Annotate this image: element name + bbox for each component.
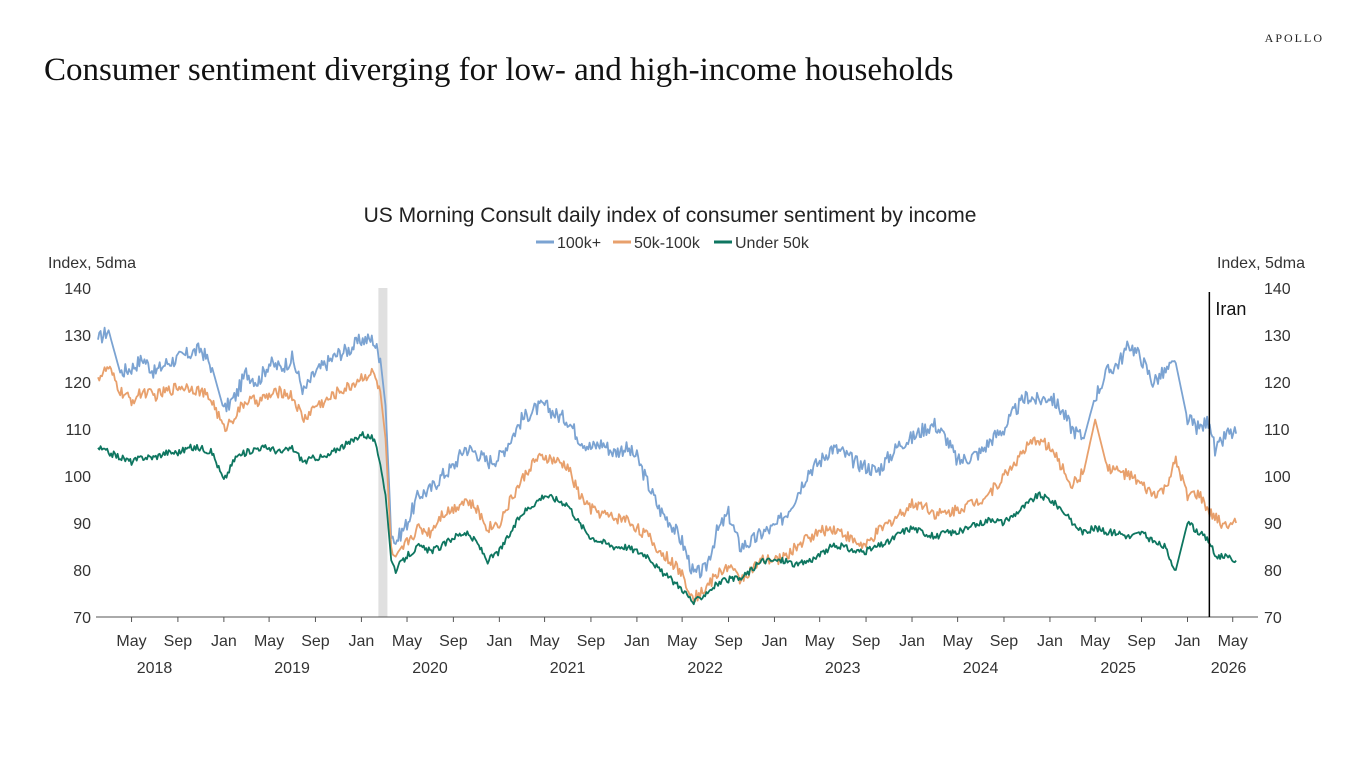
series-line-100k- bbox=[97, 326, 1237, 579]
x-tick-label-1: Sep bbox=[164, 633, 193, 650]
legend-label-100k: 100k+ bbox=[557, 235, 601, 252]
x-year-label-2018: 2018 bbox=[137, 660, 173, 677]
page-title: Consumer sentiment diverging for low- an… bbox=[44, 52, 954, 88]
y-axis-label-right: Index, 5dma bbox=[1217, 255, 1305, 272]
y-tick-left-140: 140 bbox=[64, 281, 91, 298]
shaded-period-0 bbox=[378, 288, 388, 617]
y-tick-left-80: 80 bbox=[73, 563, 91, 580]
x-tick-label-7: Sep bbox=[439, 633, 468, 650]
y-tick-left-130: 130 bbox=[64, 328, 91, 345]
y-axis-label-left: Index, 5dma bbox=[48, 255, 136, 272]
x-tick-label-12: May bbox=[667, 633, 697, 650]
x-tick-label-24: May bbox=[1218, 633, 1248, 650]
brand-logo: APOLLO bbox=[1264, 31, 1324, 45]
x-tick-label-20: Jan bbox=[1037, 633, 1063, 650]
x-tick-label-8: Jan bbox=[486, 633, 512, 650]
x-tick-label-13: Sep bbox=[714, 633, 743, 650]
series-line-50k-100k bbox=[97, 365, 1237, 603]
y-tick-left-120: 120 bbox=[64, 375, 91, 392]
legend-item-50k-100k: 50k-100k bbox=[613, 235, 701, 252]
x-tick-label-5: Jan bbox=[349, 633, 375, 650]
x-tick-label-15: May bbox=[805, 633, 835, 650]
legend-item-under-50k: Under 50k bbox=[714, 235, 810, 252]
x-year-label-2019: 2019 bbox=[274, 660, 310, 677]
x-tick-label-22: Sep bbox=[1127, 633, 1156, 650]
x-tick-label-21: May bbox=[1080, 633, 1110, 650]
y-tick-right-140: 140 bbox=[1264, 281, 1291, 298]
x-tick-label-11: Jan bbox=[624, 633, 650, 650]
y-tick-left-110: 110 bbox=[65, 422, 91, 439]
x-tick-label-2: Jan bbox=[211, 633, 237, 650]
x-tick-label-23: Jan bbox=[1175, 633, 1201, 650]
y-axis-left: 70 80 90 100 110 120 130 140 bbox=[64, 281, 91, 627]
x-tick-label-10: Sep bbox=[577, 633, 606, 650]
y-tick-right-100: 100 bbox=[1264, 469, 1291, 486]
y-tick-left-90: 90 bbox=[73, 516, 91, 533]
x-tick-label-17: Jan bbox=[899, 633, 925, 650]
y-tick-right-120: 120 bbox=[1264, 375, 1291, 392]
x-tick-label-18: May bbox=[942, 633, 972, 650]
legend-label-under-50k: Under 50k bbox=[735, 235, 810, 252]
x-year-label-2022: 2022 bbox=[687, 660, 723, 677]
x-tick-label-14: Jan bbox=[762, 633, 788, 650]
x-axis: May Sep Jan May Sep Jan May Sep Jan May Sep Jan May S… bbox=[116, 617, 1248, 677]
series-layer bbox=[97, 326, 1237, 606]
y-tick-right-90: 90 bbox=[1264, 516, 1282, 533]
legend: 100k+ 50k-100k Under 50k bbox=[536, 235, 810, 252]
x-year-label-2020: 2020 bbox=[412, 660, 448, 677]
chart-title: US Morning Consult daily index of consum… bbox=[364, 204, 977, 227]
x-year-label-2024: 2024 bbox=[963, 660, 999, 677]
x-year-label-2025: 2025 bbox=[1100, 660, 1136, 677]
x-year-label-2023: 2023 bbox=[825, 660, 861, 677]
y-tick-right-130: 130 bbox=[1264, 328, 1291, 345]
y-axis-right: 70 80 90 100 110 120 130 140 bbox=[1264, 281, 1291, 627]
x-tick-label-3: May bbox=[254, 633, 284, 650]
x-tick-label-6: May bbox=[392, 633, 422, 650]
legend-label-50k-100k: 50k-100k bbox=[634, 235, 701, 252]
recession-shading-layer bbox=[378, 288, 388, 617]
annotation-layer: Iran bbox=[1208, 292, 1246, 617]
series-line-under-50k bbox=[97, 431, 1237, 606]
legend-item-100k: 100k+ bbox=[536, 235, 601, 252]
x-year-label-2021: 2021 bbox=[550, 660, 586, 677]
event-label-iran: Iran bbox=[1215, 299, 1246, 319]
x-tick-label-19: Sep bbox=[990, 633, 1019, 650]
x-tick-label-0: May bbox=[116, 633, 146, 650]
y-tick-left-100: 100 bbox=[64, 469, 91, 486]
x-tick-label-9: May bbox=[529, 633, 559, 650]
y-tick-right-70: 70 bbox=[1264, 610, 1282, 627]
x-year-label-2026: 2026 bbox=[1211, 660, 1247, 677]
x-tick-label-4: Sep bbox=[301, 633, 330, 650]
y-tick-right-80: 80 bbox=[1264, 563, 1282, 580]
y-tick-right-110: 110 bbox=[1264, 422, 1290, 439]
y-tick-left-70: 70 bbox=[73, 610, 91, 627]
x-tick-label-16: Sep bbox=[852, 633, 881, 650]
